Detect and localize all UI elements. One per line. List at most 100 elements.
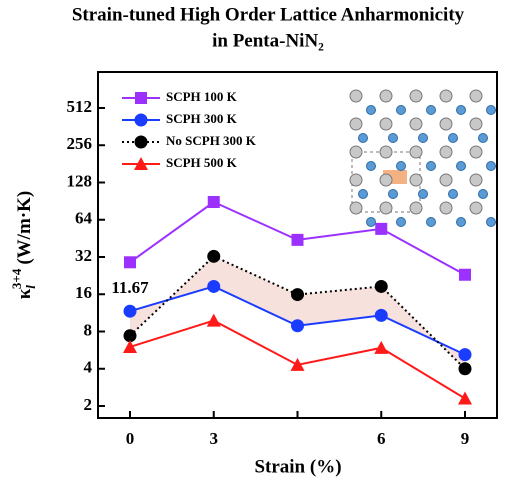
atom (409, 117, 423, 131)
atom (409, 173, 423, 187)
atom (486, 217, 496, 227)
atom (478, 189, 488, 199)
marker (459, 268, 471, 281)
atom (439, 201, 453, 215)
atom (486, 161, 496, 171)
atom (388, 133, 398, 143)
atom (469, 173, 483, 187)
atom (439, 89, 453, 103)
legend-label: SCPH 500 K (166, 155, 238, 170)
atom (379, 145, 393, 159)
atom (349, 173, 363, 187)
atom (396, 161, 406, 171)
atom (379, 89, 393, 103)
marker (123, 329, 137, 343)
atom (469, 89, 483, 103)
y-tick-label: 128 (67, 171, 93, 190)
legend-marker (134, 113, 148, 127)
marker (123, 339, 137, 353)
value-label: 11.67 (111, 278, 149, 297)
atom (456, 161, 466, 171)
y-tick-label: 4 (84, 358, 93, 377)
legend-label: SCPH 100 K (166, 89, 238, 104)
marker (374, 340, 389, 354)
marker (291, 288, 304, 302)
x-tick-label: 6 (377, 429, 386, 448)
marker (290, 357, 305, 371)
legend-marker (135, 92, 147, 104)
y-label-part: (W/m·K) (14, 191, 35, 265)
y-tick-label: 512 (67, 97, 93, 116)
atom (469, 201, 483, 215)
atom (426, 105, 436, 115)
atom (349, 201, 363, 215)
atom (358, 133, 368, 143)
atom (448, 133, 458, 143)
y-tick-label: 256 (67, 134, 93, 153)
marker (374, 308, 388, 322)
y-tick-label: 2 (84, 395, 93, 414)
atom (409, 89, 423, 103)
atom (366, 105, 376, 115)
atom (469, 117, 483, 131)
atom (418, 189, 428, 199)
atom (409, 145, 423, 159)
y-tick-label: 32 (75, 246, 92, 265)
x-axis-label: Strain (%) (254, 456, 341, 477)
atom (379, 117, 393, 131)
atom (418, 133, 428, 143)
y-label-part: l (23, 285, 38, 289)
y-label-part: κ (14, 288, 35, 299)
legend-label: SCPH 300 K (166, 111, 238, 126)
y-label-part: 3+4 (9, 268, 24, 289)
atom (439, 117, 453, 131)
atom (379, 201, 393, 215)
structure-inset (348, 84, 496, 227)
x-tick-label: 9 (461, 429, 470, 448)
marker (124, 256, 136, 269)
marker (458, 391, 472, 405)
x-tick-label: 0 (126, 429, 135, 448)
atom (448, 189, 458, 199)
atom (456, 217, 466, 227)
atom (396, 217, 406, 227)
atom (366, 161, 376, 171)
atom (439, 173, 453, 187)
marker (206, 313, 221, 327)
series-line (129, 255, 466, 370)
legend-marker (134, 157, 148, 170)
atom (379, 173, 393, 187)
atom (478, 133, 488, 143)
y-axis-label: κl3+4 (W/m·K) (9, 191, 38, 300)
atom (349, 145, 363, 159)
marker (123, 304, 137, 318)
marker (207, 196, 220, 209)
marker (291, 233, 304, 246)
marker (458, 362, 472, 376)
atom (456, 105, 466, 115)
legend-marker (134, 135, 148, 149)
atom (469, 145, 483, 159)
y-tick-label: 64 (75, 209, 93, 228)
atom (349, 89, 363, 103)
marker (375, 222, 388, 235)
atom (409, 201, 423, 215)
atom (426, 161, 436, 171)
y-tick-label: 8 (84, 320, 93, 339)
shaded-gap (130, 256, 465, 369)
marker (207, 249, 221, 263)
atom (486, 105, 496, 115)
atom (426, 217, 436, 227)
atom (366, 217, 376, 227)
x-tick-label: 3 (210, 429, 219, 448)
marker (207, 279, 221, 293)
legend-label: No SCPH 300 K (166, 133, 257, 148)
marker (458, 348, 472, 362)
atom (349, 117, 363, 131)
y-tick-label: 16 (75, 283, 92, 302)
marker (374, 279, 388, 293)
atom (439, 145, 453, 159)
atom (396, 105, 406, 115)
atom (388, 189, 398, 199)
